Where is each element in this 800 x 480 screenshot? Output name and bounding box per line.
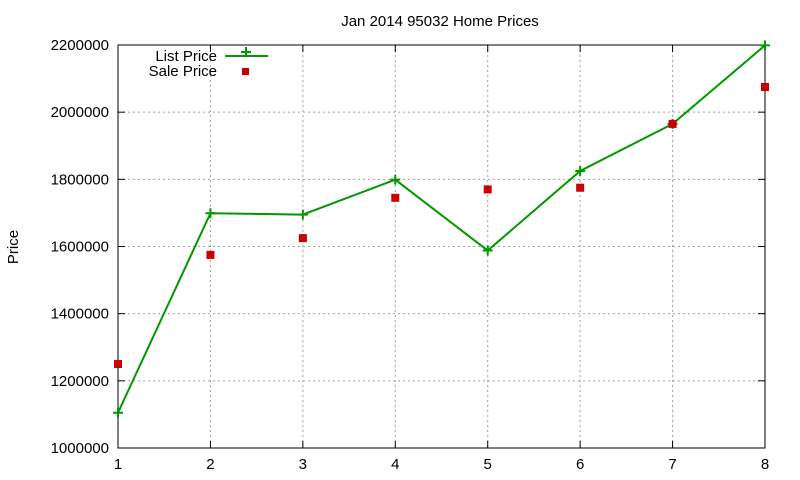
y-axis-label: Price xyxy=(5,230,22,264)
y-tick-label: 1000000 xyxy=(51,440,109,457)
x-tick-label: 4 xyxy=(391,456,399,473)
y-tick-label: 2000000 xyxy=(51,104,109,121)
sale-price-point xyxy=(391,193,400,202)
sale-price-point xyxy=(298,234,307,243)
list-price-point xyxy=(390,174,401,185)
sale-price-point xyxy=(483,185,492,194)
sale-price-point xyxy=(114,360,122,369)
series-layer xyxy=(113,40,770,418)
y-tick-label: 1200000 xyxy=(51,373,109,390)
x-tick-label: 2 xyxy=(206,456,214,473)
x-tick-label: 3 xyxy=(299,456,307,473)
sale-price-point xyxy=(668,119,677,128)
legend-marker-sale-price xyxy=(242,68,249,75)
list-price-series-line xyxy=(117,44,766,414)
legend-label-sale-price: Sale Price xyxy=(149,63,217,80)
x-tick-label: 7 xyxy=(668,456,676,473)
list-price-point xyxy=(575,165,586,176)
x-tick-label: 1 xyxy=(114,456,122,473)
tick-labels: 1 2 3 4 5 6 7 8 1000000 1200000 1400000 1600000 1800… xyxy=(51,37,770,473)
y-tick-label: 1400000 xyxy=(51,306,109,323)
y-tick-label: 1800000 xyxy=(51,171,109,188)
list-price-point xyxy=(297,209,308,220)
sale-price-point xyxy=(761,82,769,91)
list-price-point xyxy=(205,208,216,219)
sale-price-point xyxy=(576,183,585,192)
x-tick-label: 8 xyxy=(761,456,769,473)
list-price-point xyxy=(113,407,123,418)
y-tick-label: 2200000 xyxy=(51,37,109,54)
list-price-point xyxy=(760,40,770,51)
list-price-point xyxy=(482,245,493,256)
x-tick-label: 5 xyxy=(484,456,492,473)
chart-title: Jan 2014 95032 Home Prices xyxy=(341,13,539,30)
legend-label-list-price: List Price xyxy=(155,48,217,65)
legend: List Price Sale Price xyxy=(149,47,268,80)
y-tick-label: 1600000 xyxy=(51,239,109,256)
legend-marker-list-price xyxy=(241,47,251,57)
x-tick-label: 6 xyxy=(576,456,584,473)
sale-price-point xyxy=(206,250,215,259)
